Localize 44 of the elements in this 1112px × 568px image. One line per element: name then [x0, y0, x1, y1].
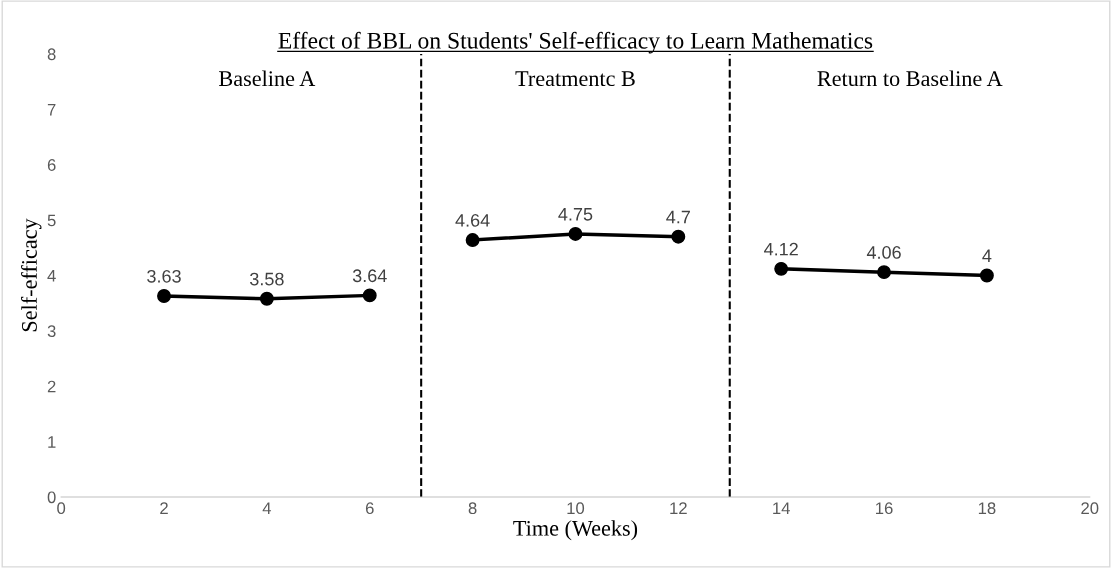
- point: [465, 233, 480, 247]
- data-label: 3.64: [352, 269, 387, 283]
- x-tick-label: 6: [365, 502, 374, 515]
- y-axis-title: Self-efficacy: [21, 218, 42, 332]
- x-tick-label: 12: [670, 502, 687, 514]
- x-tick-label: 8: [468, 502, 477, 515]
- data-label: 3.63: [147, 269, 181, 283]
- data-label: 4.06: [866, 246, 901, 259]
- annotation: Return to Baseline A: [817, 70, 1003, 87]
- point: [568, 226, 583, 241]
- point: [157, 289, 171, 303]
- point: [671, 229, 686, 244]
- y-tick-label: 1: [48, 436, 56, 448]
- y-tick-label: 6: [47, 159, 56, 171]
- y-tick-label: 2: [47, 380, 56, 393]
- point: [774, 261, 789, 276]
- x-tick-label: 10: [567, 502, 585, 515]
- x-tick-label: 0: [57, 502, 66, 515]
- data-label: 4.75: [558, 208, 593, 221]
- y-tick-label: 3: [47, 325, 56, 338]
- x-tick-label: 16: [876, 502, 893, 515]
- x-tick-label: 18: [978, 502, 996, 515]
- x-tick-label: 20: [1081, 502, 1099, 515]
- data-label: 4.12: [764, 242, 798, 256]
- x-axis-title: Time (Weeks): [513, 520, 638, 541]
- y-tick-label: 4: [47, 270, 56, 282]
- point: [979, 268, 994, 283]
- annotation: Treatmentc B: [515, 71, 635, 87]
- point: [259, 291, 274, 306]
- data-label: 4: [982, 249, 992, 263]
- data-label: 4.7: [666, 210, 690, 224]
- point: [362, 288, 377, 303]
- y-tick-label: 5: [47, 214, 56, 227]
- x-tick-label: 14: [773, 502, 790, 514]
- chart-title: Effect of BBL on Students' Self-efficacy to Learn Mathematics: [278, 31, 873, 54]
- data-label: 3.58: [250, 272, 284, 286]
- y-tick-label: 8: [47, 48, 56, 61]
- y-tick-label: 7: [47, 103, 56, 116]
- x-tick-label: 4: [262, 502, 272, 514]
- point: [877, 265, 891, 280]
- x-tick-label: 2: [160, 502, 168, 514]
- annotation: Baseline A: [219, 70, 316, 87]
- y-tick-label: 0: [47, 491, 56, 504]
- data-label: 4.64: [455, 213, 490, 227]
